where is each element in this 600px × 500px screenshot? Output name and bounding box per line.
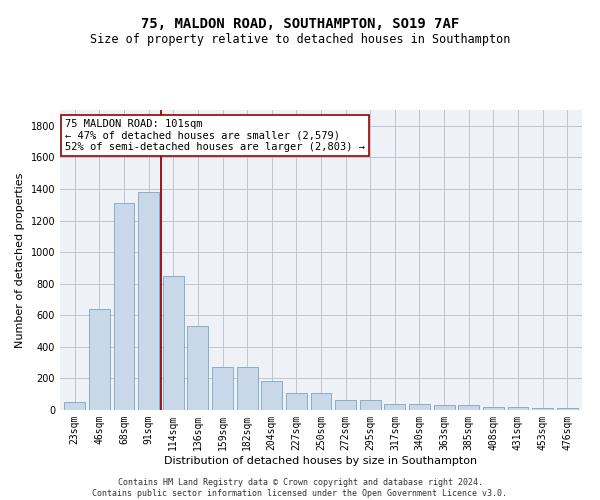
- Bar: [163, 276, 184, 410]
- Text: 75, MALDON ROAD, SOUTHAMPTON, SO19 7AF: 75, MALDON ROAD, SOUTHAMPTON, SO19 7AF: [141, 18, 459, 32]
- Bar: [89, 309, 110, 410]
- Bar: [138, 192, 159, 410]
- Bar: [409, 404, 430, 410]
- Y-axis label: Number of detached properties: Number of detached properties: [15, 172, 25, 348]
- Bar: [360, 400, 381, 410]
- Bar: [311, 394, 331, 410]
- Bar: [286, 394, 307, 410]
- Bar: [508, 407, 529, 410]
- Bar: [458, 406, 479, 410]
- Bar: [532, 408, 553, 410]
- Text: 75 MALDON ROAD: 101sqm
← 47% of detached houses are smaller (2,579)
52% of semi-: 75 MALDON ROAD: 101sqm ← 47% of detached…: [65, 119, 365, 152]
- Bar: [212, 366, 233, 410]
- Bar: [335, 400, 356, 410]
- X-axis label: Distribution of detached houses by size in Southampton: Distribution of detached houses by size …: [164, 456, 478, 466]
- Bar: [187, 326, 208, 410]
- Bar: [113, 203, 134, 410]
- Bar: [557, 408, 578, 410]
- Bar: [64, 402, 85, 410]
- Text: Size of property relative to detached houses in Southampton: Size of property relative to detached ho…: [90, 32, 510, 46]
- Bar: [385, 404, 406, 410]
- Bar: [434, 406, 455, 410]
- Bar: [483, 407, 504, 410]
- Text: Contains HM Land Registry data © Crown copyright and database right 2024.
Contai: Contains HM Land Registry data © Crown c…: [92, 478, 508, 498]
- Bar: [236, 366, 257, 410]
- Bar: [261, 381, 282, 410]
